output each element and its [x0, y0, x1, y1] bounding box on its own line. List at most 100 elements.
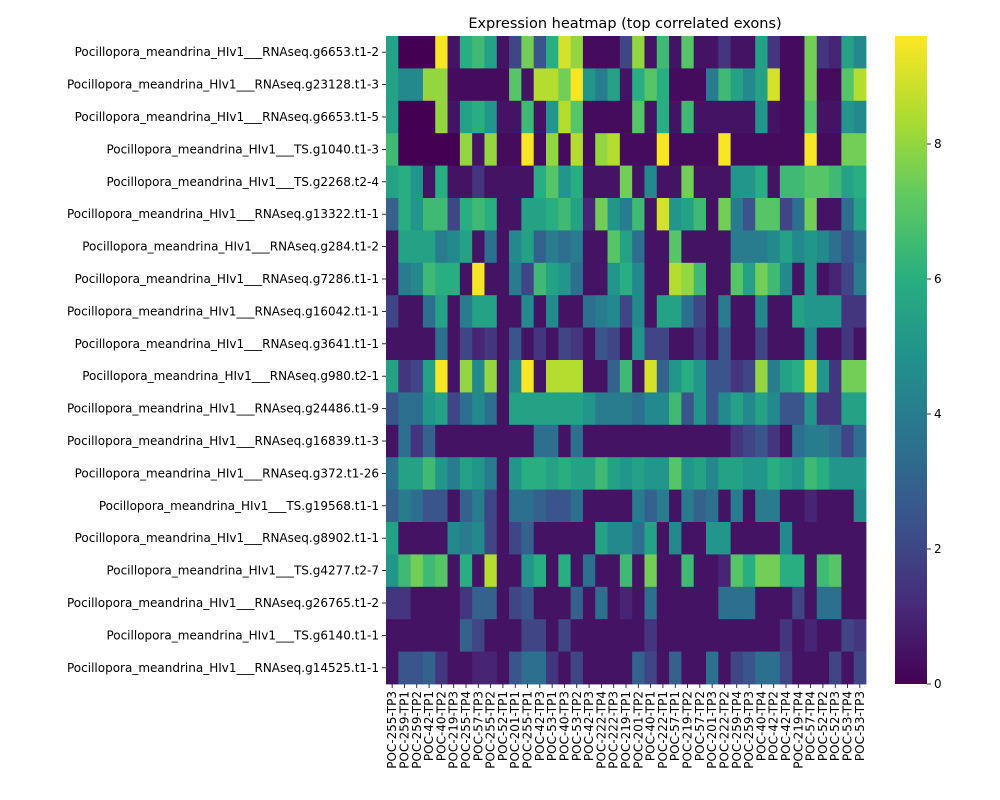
heatmap-cell [410, 36, 424, 69]
heatmap-cell [521, 457, 535, 490]
heatmap-cell [619, 327, 633, 361]
heatmap-cell [521, 424, 535, 458]
heatmap-cell [804, 262, 818, 296]
x-tick-label: POC-52-TP3 [828, 691, 842, 761]
heatmap-cell [521, 68, 535, 102]
heatmap-cell [484, 230, 498, 264]
heatmap-cell [607, 424, 621, 458]
heatmap-cell [582, 295, 596, 328]
heatmap-cell [632, 651, 645, 685]
heatmap-cell [509, 165, 522, 199]
heatmap-cell [693, 554, 707, 588]
heatmap-cell [607, 619, 621, 652]
heatmap-cell [853, 327, 867, 361]
heatmap-cell [509, 262, 522, 296]
heatmap-cell [681, 133, 695, 166]
heatmap-cell [447, 36, 461, 69]
heatmap-cell [804, 68, 818, 102]
heatmap-cell [435, 522, 448, 555]
heatmap-cell [435, 68, 448, 102]
heatmap-cell [767, 230, 781, 264]
x-tick-label: POC-40-TP1 [644, 691, 658, 761]
x-tick-label: POC-42-TP3 [533, 691, 547, 761]
heatmap-cell [767, 554, 781, 588]
heatmap-cell [422, 133, 436, 166]
heatmap-cell [779, 327, 793, 361]
heatmap-cell [619, 100, 633, 134]
heatmap-cell [459, 230, 473, 264]
heatmap-cell [619, 68, 633, 102]
heatmap-cell [619, 165, 633, 199]
heatmap-cell [792, 198, 805, 231]
heatmap-cell [558, 424, 572, 458]
heatmap-cell [546, 360, 559, 393]
heatmap-cell [546, 230, 559, 264]
heatmap-cell [607, 198, 621, 231]
heatmap-cell [656, 424, 670, 458]
heatmap-cell [767, 619, 781, 652]
heatmap-cell [472, 262, 485, 296]
heatmap-cell [595, 262, 608, 296]
heatmap-cell [558, 360, 572, 393]
heatmap-cell [656, 198, 670, 231]
heatmap-cell [730, 586, 744, 620]
heatmap-cell [669, 327, 682, 361]
heatmap-cell [533, 360, 547, 393]
heatmap-cell [681, 100, 695, 134]
heatmap-cell [816, 133, 830, 166]
heatmap-cell [644, 36, 658, 69]
heatmap-cell [459, 619, 473, 652]
heatmap-cell [804, 586, 818, 620]
heatmap-cell [816, 586, 830, 620]
heatmap-cell [558, 554, 572, 588]
heatmap-cell [742, 68, 756, 102]
heatmap-cell [706, 360, 719, 393]
heatmap-cell [410, 457, 424, 490]
heatmap-cell [619, 230, 633, 264]
heatmap-cell [681, 68, 695, 102]
y-tick-label: Pocillopora_meandrina_HIv1___RNAseq.g364… [75, 337, 379, 351]
heatmap-cell [706, 489, 719, 523]
heatmap-cell [386, 230, 399, 264]
heatmap-cell [619, 424, 633, 458]
heatmap-cell [841, 262, 855, 296]
heatmap-cell [829, 651, 842, 685]
heatmap-cell [841, 554, 855, 588]
x-tick-label: POC-255-TP2 [484, 691, 498, 769]
heatmap-cell [496, 327, 510, 361]
heatmap-cell [398, 36, 412, 69]
heatmap-cell [386, 198, 399, 231]
heatmap-cell [410, 651, 424, 685]
heatmap-cell [669, 133, 682, 166]
heatmap-cell [422, 457, 436, 490]
heatmap-cell [644, 424, 658, 458]
heatmap-cells [386, 36, 867, 685]
heatmap-cell [558, 198, 572, 231]
heatmap-cell [853, 554, 867, 588]
heatmap-cell [693, 262, 707, 296]
heatmap-cell [558, 165, 572, 199]
heatmap-cell [742, 457, 756, 490]
heatmap-cell [804, 198, 818, 231]
heatmap-cell [730, 68, 744, 102]
heatmap-cell [792, 457, 805, 490]
heatmap-cell [853, 489, 867, 523]
heatmap-cell [829, 165, 842, 199]
heatmap-cell [804, 619, 818, 652]
heatmap-cell [779, 295, 793, 328]
heatmap-cell [386, 360, 399, 393]
heatmap-cell [632, 554, 645, 588]
heatmap-cell [447, 424, 461, 458]
heatmap-cell [398, 165, 412, 199]
heatmap-cell [841, 295, 855, 328]
heatmap-cell [853, 68, 867, 102]
heatmap-cell [792, 100, 805, 134]
y-tick-label: Pocillopora_meandrina_HIv1___TS.g6140.t1… [106, 628, 379, 642]
heatmap-cell [422, 360, 436, 393]
heatmap-cell [472, 198, 485, 231]
heatmap-cell [632, 586, 645, 620]
heatmap-cell [595, 424, 608, 458]
heatmap-cell [829, 262, 842, 296]
heatmap-cell [459, 586, 473, 620]
heatmap-cell [546, 165, 559, 199]
